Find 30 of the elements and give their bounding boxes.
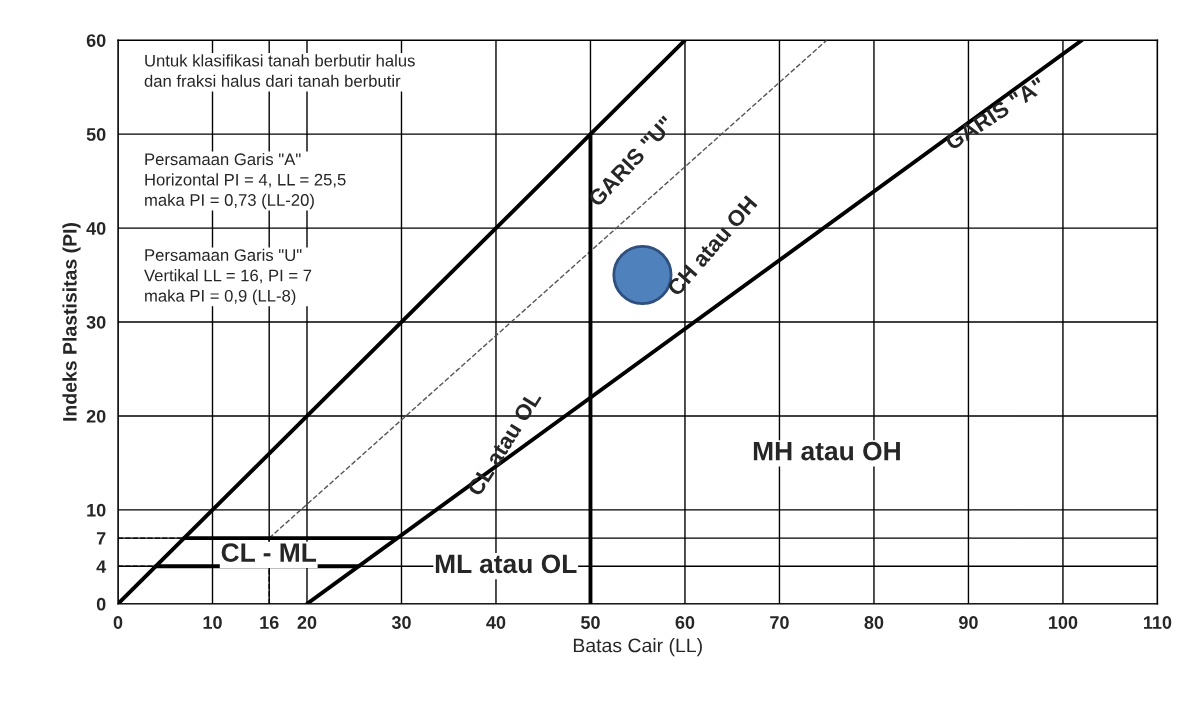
x-tick-label: 30 [391,616,411,629]
x-tick-label: 70 [770,616,789,629]
x-tick-label: 110 [1144,616,1172,629]
annotation: Untuk klasifikasi tanah berbutir halus dan fraksi halus dari tanah berbutir [144,54,415,87]
y-tick-label: 20 [86,409,106,423]
y-tick-label: 7 [96,532,106,545]
annotation: MH atau OH [753,441,900,461]
y-tick-label: 4 [96,560,107,573]
annotation: ML atau OL [435,554,577,574]
x-tick-label: 60 [675,616,695,629]
x-tick-label: 80 [864,616,884,629]
y-axis-title: Indeks Plastisitas (PI) [62,223,81,421]
x-tick-label: 16 [260,616,279,629]
y-tick-label: 60 [86,34,106,47]
x-tick-label: 40 [486,616,506,629]
x-tick-label: 20 [297,616,317,629]
y-tick-label: 50 [86,128,106,141]
y-tick-label: 0 [96,597,106,611]
x-tick-label: 90 [959,616,978,629]
annotation: CL - ML [221,543,317,562]
x-tick-label: 50 [580,616,600,629]
x-tick-label: 10 [203,616,222,629]
y-tick-label: 40 [86,222,106,235]
annotation: Persamaan Garis "A" Horizontal PI = 4, LL = 25,5 maka PI = 0,73 (LL-20) [145,152,346,210]
x-axis-title: Batas Cair (LL) [573,638,702,657]
x-tick-label: 0 [113,616,123,629]
y-tick-label: 30 [86,315,106,329]
x-tick-label: 100 [1049,616,1078,629]
y-tick-label: 10 [87,503,106,517]
annotation: Persamaan Garis "U" Vertikal LL = 16, PI = 7 maka PI = 0,9 (LL-8) [144,248,312,306]
